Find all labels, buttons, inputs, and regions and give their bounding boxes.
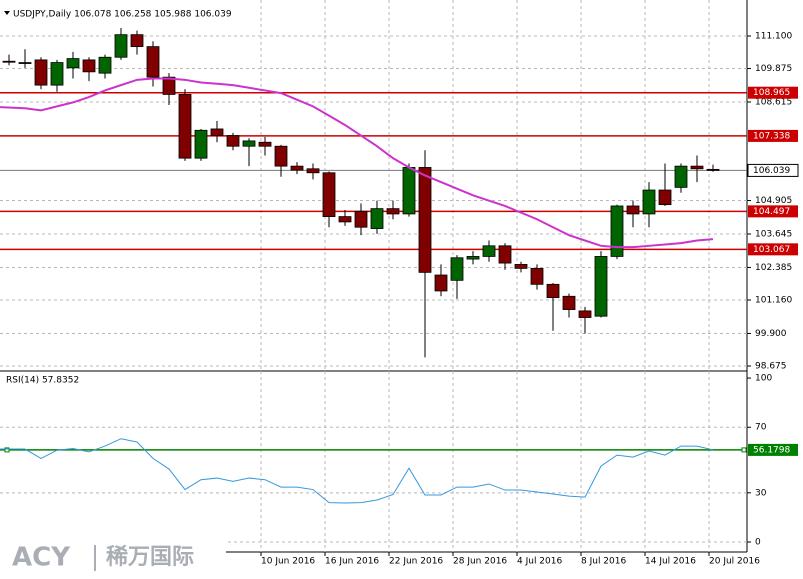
- level-label-box: [748, 129, 798, 142]
- x-tick-label: 16 Jun 2016: [325, 557, 379, 567]
- y-tick-label: 109.875: [755, 64, 792, 74]
- candle-body: [514, 264, 528, 269]
- candle-body: [178, 94, 192, 159]
- watermark-box: [0, 536, 226, 579]
- candle-body: [450, 257, 464, 281]
- level-label-box: [748, 205, 798, 218]
- candle-body: [2, 60, 16, 63]
- candle-body: [578, 310, 592, 318]
- x-tick-label: 22 Jun 2016: [389, 557, 443, 567]
- y-tick-label: 103.645: [755, 229, 792, 239]
- candle-body: [354, 210, 368, 228]
- candle-body: [162, 76, 176, 95]
- candle-body: [690, 165, 704, 170]
- candle-body: [210, 128, 224, 136]
- candle-body: [482, 245, 496, 257]
- candle-body: [546, 283, 560, 299]
- candle-body: [626, 205, 640, 215]
- candle-body: [50, 62, 64, 86]
- level-label: 103.067: [753, 245, 790, 255]
- y-tick-label: 104.905: [755, 196, 792, 206]
- candle-body: [642, 189, 656, 215]
- x-tick-label: 28 Jun 2016: [453, 557, 507, 567]
- y-tick-label: 100: [755, 374, 772, 384]
- last-price-box: [747, 163, 799, 177]
- candle-body: [130, 34, 144, 48]
- last-price-label: 106.039: [753, 166, 790, 176]
- x-tick-label: 14 Jul 2016: [645, 557, 696, 567]
- candle-body: [610, 205, 624, 257]
- watermark: ACY 稀万国际: [0, 536, 226, 579]
- candle-body: [386, 208, 400, 215]
- watermark-brand: ACY: [12, 543, 71, 573]
- symbol-icon: [4, 11, 10, 15]
- candle-body: [274, 145, 288, 167]
- candle-body: [242, 140, 256, 147]
- y-tick-label: 102.385: [755, 263, 792, 273]
- candle-body: [658, 189, 672, 206]
- candle-body: [370, 208, 384, 229]
- candle-body: [434, 274, 448, 292]
- candle-body: [498, 245, 512, 264]
- level-label: 56.1798: [753, 445, 790, 455]
- candle-body: [226, 135, 240, 147]
- level-label-box: [748, 443, 798, 456]
- level-label: 108.965: [753, 88, 790, 98]
- candle-body: [674, 165, 688, 188]
- candle-body: [338, 216, 352, 223]
- y-tick-label: 101.160: [755, 295, 792, 305]
- candle-body: [466, 256, 480, 260]
- candle-body: [706, 168, 720, 171]
- x-tick-label: 10 Jun 2016: [261, 557, 315, 567]
- candle-body: [562, 295, 576, 310]
- candle-body: [402, 167, 416, 215]
- y-tick-label: 98.675: [755, 361, 787, 371]
- y-tick-label: 111.100: [755, 31, 792, 41]
- candle-body: [194, 129, 208, 159]
- y-tick-label: 108.615: [755, 97, 792, 107]
- y-tick-label: 0: [755, 538, 761, 548]
- candle-body: [82, 59, 96, 73]
- candle-body: [530, 267, 544, 285]
- candle-body: [66, 58, 80, 69]
- watermark-name: 稀万国际: [106, 544, 194, 570]
- candle-body: [594, 256, 608, 317]
- rsi-line: [0, 438, 714, 504]
- candle-body: [322, 172, 336, 217]
- candle-body: [306, 168, 320, 174]
- candle-body: [114, 34, 128, 58]
- candle-body: [418, 167, 432, 273]
- y-tick-label: 99.900: [755, 329, 787, 339]
- y-tick-label: 30: [755, 488, 767, 498]
- level-handle: [4, 447, 10, 453]
- level-label: 107.338: [753, 131, 790, 141]
- y-tick-label: 70: [755, 423, 767, 433]
- candle-body: [98, 56, 112, 74]
- candle-body: [18, 62, 32, 64]
- level-handle: [741, 447, 747, 453]
- candle-body: [146, 46, 160, 78]
- x-tick-label: 20 Jul 2016: [709, 557, 760, 567]
- candle-body: [258, 141, 272, 147]
- level-label-box: [748, 243, 798, 256]
- indicator-title: RSI(14) 57.8352: [6, 376, 79, 386]
- level-label-box: [748, 86, 798, 99]
- moving-average: [0, 77, 714, 249]
- chart-title: USDJPY,Daily 106.078 106.258 105.988 106…: [13, 10, 232, 20]
- candle-body: [290, 165, 304, 171]
- level-label: 104.497: [753, 207, 790, 217]
- x-tick-label: 8 Jul 2016: [581, 557, 626, 567]
- x-tick-label: 4 Jul 2016: [517, 557, 562, 567]
- candle-body: [34, 59, 48, 86]
